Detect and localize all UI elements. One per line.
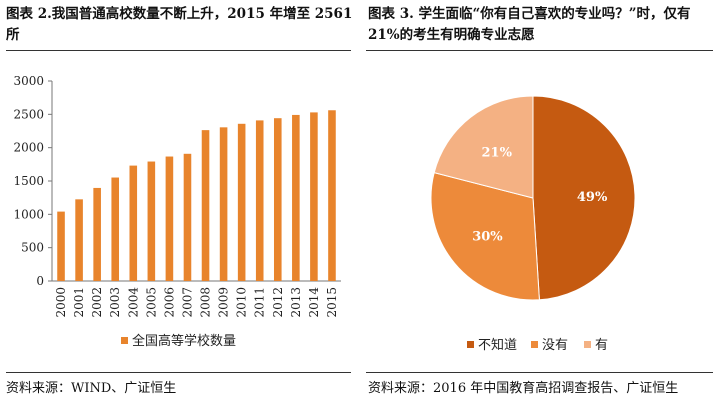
legend-label: 不知道 [478, 337, 517, 353]
bar [273, 118, 282, 281]
x-tick-label: 2000 [54, 287, 68, 318]
x-tick-label: 2009 [217, 287, 231, 318]
pie-slice [433, 95, 534, 199]
bar [147, 161, 156, 281]
bar [75, 199, 83, 281]
y-tick-label: 2000 [13, 141, 44, 155]
legend-label: 有 [595, 338, 608, 353]
x-tick-label: 2004 [126, 287, 140, 318]
bar-chart-source: 资料来源：WIND、广证恒生 [6, 381, 177, 396]
x-tick-label: 2002 [90, 287, 104, 318]
y-tick-label: 500 [21, 241, 44, 255]
pie-slice [430, 172, 540, 301]
left-bottom-rule [6, 372, 351, 373]
x-tick-label: 2008 [199, 287, 213, 318]
right-top-rule [366, 50, 713, 51]
x-tick-label: 2001 [72, 287, 86, 318]
bar [129, 165, 138, 281]
x-tick-label: 2005 [144, 287, 158, 318]
bar [57, 211, 65, 281]
bar [183, 153, 192, 281]
x-tick-label: 2007 [180, 287, 194, 318]
left-top-rule [6, 50, 351, 51]
x-tick-label: 2012 [271, 287, 285, 318]
x-tick-label: 2006 [162, 287, 176, 318]
pie-slice [532, 95, 636, 301]
x-tick-label: 2015 [325, 287, 339, 318]
x-tick-label: 2013 [289, 287, 303, 318]
y-tick-label: 2500 [13, 107, 44, 121]
bar [310, 112, 318, 282]
bar [292, 114, 300, 281]
legend-swatch [584, 341, 591, 348]
bar [237, 123, 246, 281]
bar-chart: 0 500 1000 1500 2000 2500 3000 2000 2001 2002 2003… [13, 74, 341, 349]
pie-slice-label: 21% [482, 145, 513, 160]
bar [328, 110, 336, 282]
bar [255, 120, 264, 282]
pie-slice-label: 30% [472, 230, 503, 245]
y-tick-label: 1500 [13, 174, 44, 188]
x-tick-label: 2011 [253, 287, 267, 318]
x-tick-label: 2014 [307, 287, 321, 318]
pie-chart-title: 图表 3. 学生面临“你有自己喜欢的专业吗？”时，仅有 21%的考生有明确专业志… [368, 6, 691, 43]
pie-slice-label: 49% [577, 190, 608, 205]
bar [219, 127, 228, 281]
legend-label: 全国高等学校数量 [132, 333, 236, 349]
y-tick-label: 3000 [13, 74, 44, 88]
pie-chart: 49% 30% 21% 不知道 没有 有 [430, 95, 636, 353]
bar [201, 130, 210, 281]
y-tick-label: 1000 [13, 207, 44, 221]
x-tick-label: 2003 [108, 287, 122, 318]
right-bottom-rule [366, 372, 713, 373]
bar [111, 177, 120, 281]
bar-chart-title: 图表 2.我国普通高校数量不断上升，2015 年增至 2561 所 [6, 6, 353, 43]
pie-chart-source: 资料来源：2016 年中国教育高招调查报告、广证恒生 [368, 381, 679, 396]
legend-swatch [531, 341, 538, 348]
legend-swatch [121, 337, 128, 344]
y-tick-label: 0 [36, 274, 44, 288]
bar [165, 156, 174, 281]
legend-label: 没有 [542, 338, 568, 353]
x-tick-label: 2010 [235, 287, 249, 318]
legend-swatch [467, 341, 474, 348]
bar [93, 187, 101, 281]
